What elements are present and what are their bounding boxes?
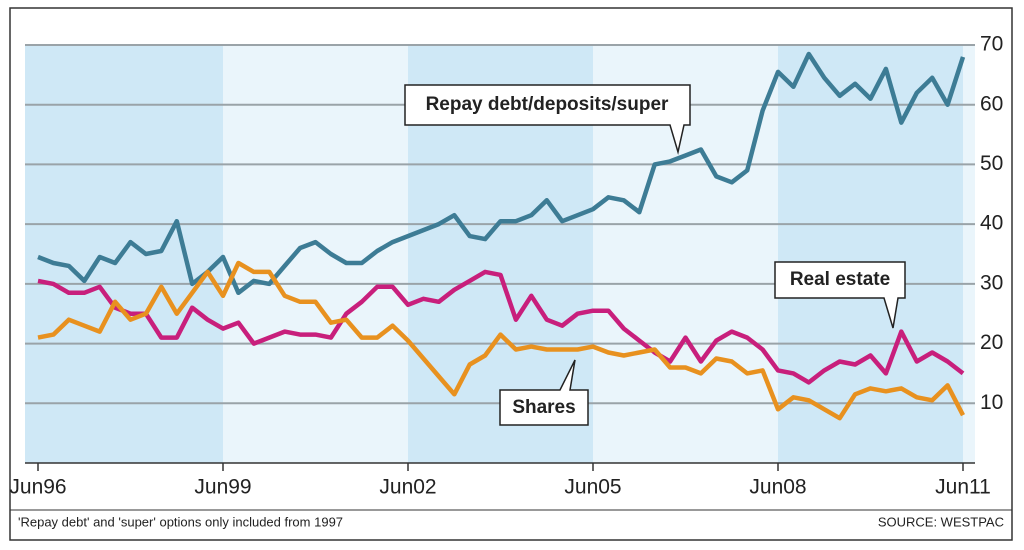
period-band — [778, 45, 963, 463]
y-tick-label: 50 — [980, 152, 1003, 175]
source: SOURCE: WESTPAC — [878, 514, 1004, 529]
x-tick-label: Jun11 — [935, 476, 991, 499]
x-tick-label: Jun96 — [9, 476, 66, 499]
y-tick-label: 20 — [980, 331, 1003, 354]
footnote: 'Repay debt' and 'super' options only in… — [18, 514, 343, 529]
y-tick-label: 70 — [980, 33, 1003, 56]
y-tick-label: 60 — [980, 92, 1003, 115]
series-label: Real estate — [790, 269, 890, 290]
series-line — [37, 260, 965, 421]
x-tick-label: Jun02 — [379, 476, 436, 499]
series-line — [37, 51, 966, 296]
y-tick-label: 30 — [980, 271, 1003, 294]
callout-box — [404, 84, 691, 155]
callout-box — [774, 261, 906, 329]
x-tick-label: Jun99 — [194, 476, 251, 499]
series-label: Shares — [512, 397, 575, 418]
x-tick-label: Jun08 — [749, 476, 806, 499]
y-tick-label: 40 — [980, 212, 1003, 235]
annotation: Repay debt/deposits/super Real estate Sh… — [404, 84, 906, 426]
series-label: Repay debt/deposits/super — [426, 94, 669, 115]
series-line — [37, 269, 965, 385]
y-tick-label: 10 — [980, 391, 1003, 414]
x-tick-label: Jun05 — [564, 476, 621, 499]
callout-box — [499, 359, 589, 426]
